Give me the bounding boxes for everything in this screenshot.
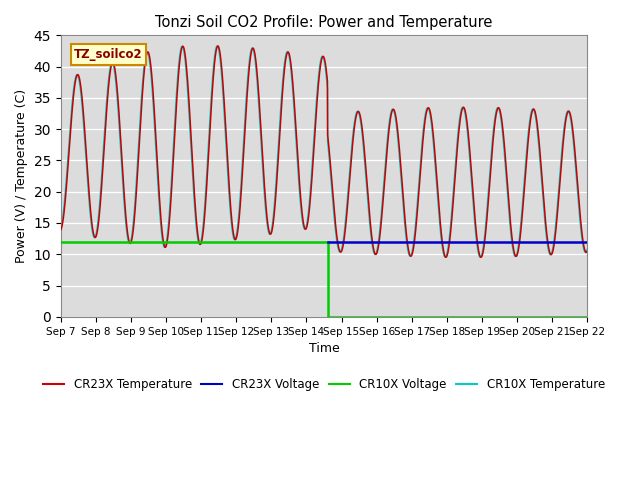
Title: Tonzi Soil CO2 Profile: Power and Temperature: Tonzi Soil CO2 Profile: Power and Temper…	[156, 15, 493, 30]
X-axis label: Time: Time	[308, 342, 339, 355]
Text: TZ_soilco2: TZ_soilco2	[74, 48, 143, 61]
Legend: CR23X Temperature, CR23X Voltage, CR10X Voltage, CR10X Temperature: CR23X Temperature, CR23X Voltage, CR10X …	[38, 373, 610, 396]
Y-axis label: Power (V) / Temperature (C): Power (V) / Temperature (C)	[15, 89, 28, 263]
